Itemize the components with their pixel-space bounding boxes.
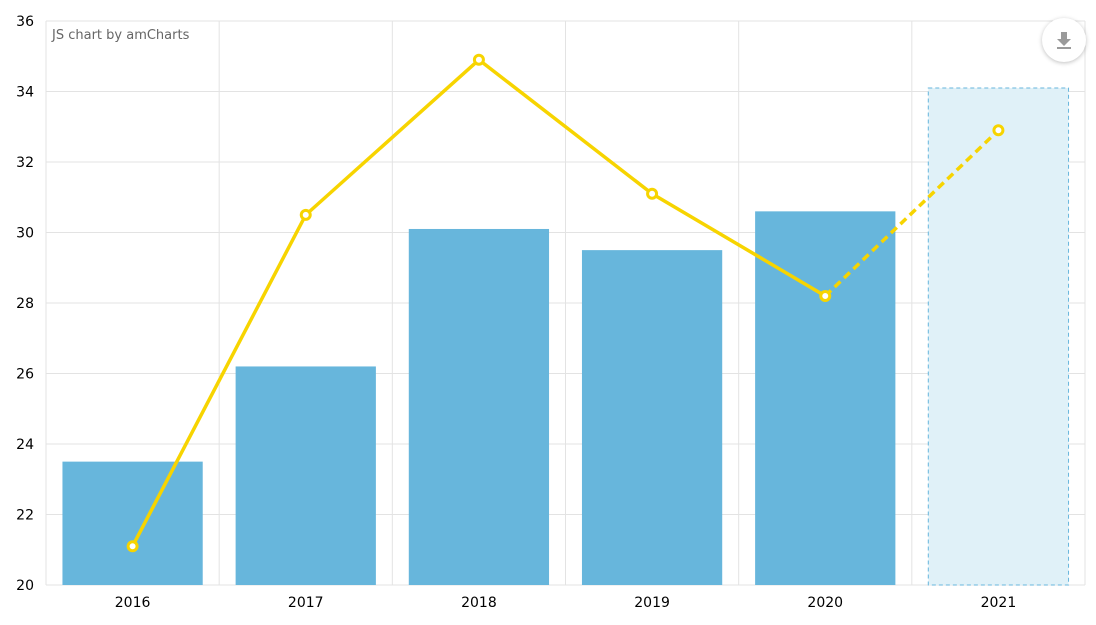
bar-2021[interactable] <box>927 87 1070 586</box>
bar-series <box>62 87 1070 586</box>
line-point-2019[interactable] <box>646 187 659 200</box>
y-tick-label: 36 <box>16 14 34 30</box>
line-points <box>126 53 1005 553</box>
line-point-2020[interactable] <box>819 289 832 302</box>
y-tick-label: 22 <box>16 508 34 524</box>
y-axis-ticks: 20 22 24 26 28 30 32 34 36 <box>16 14 34 594</box>
line-point-2016[interactable] <box>126 540 139 553</box>
bar-2018[interactable] <box>408 228 550 585</box>
y-tick-label: 30 <box>16 226 34 242</box>
y-tick-label: 24 <box>16 437 34 453</box>
x-tick-label: 2021 <box>981 595 1017 611</box>
x-tick-label: 2017 <box>288 595 324 611</box>
line-point-2017[interactable] <box>299 208 312 221</box>
bar-2017[interactable] <box>235 366 376 585</box>
x-tick-label: 2020 <box>807 595 843 611</box>
bar-2020[interactable] <box>755 211 896 585</box>
y-tick-label: 20 <box>16 578 34 594</box>
x-tick-label: 2016 <box>115 595 151 611</box>
grid <box>45 20 1086 586</box>
x-tick-label: 2019 <box>634 595 670 611</box>
y-tick-label: 28 <box>16 296 34 312</box>
line-dashed-segment <box>824 129 1000 298</box>
y-tick-label: 32 <box>16 155 34 171</box>
chart-credit[interactable]: JS chart by amCharts <box>52 28 190 43</box>
line-point-2021[interactable] <box>992 124 1005 137</box>
download-icon <box>1057 32 1071 49</box>
export-button[interactable] <box>1042 18 1086 62</box>
bar-2019[interactable] <box>581 250 723 585</box>
y-tick-label: 26 <box>16 367 34 383</box>
x-tick-label: 2018 <box>461 595 497 611</box>
y-tick-label: 34 <box>16 85 34 101</box>
x-axis-ticks: 2016 2017 2018 2019 2020 2021 <box>115 595 1016 611</box>
bar-2016[interactable] <box>62 461 203 585</box>
line-point-2018[interactable] <box>472 53 485 66</box>
